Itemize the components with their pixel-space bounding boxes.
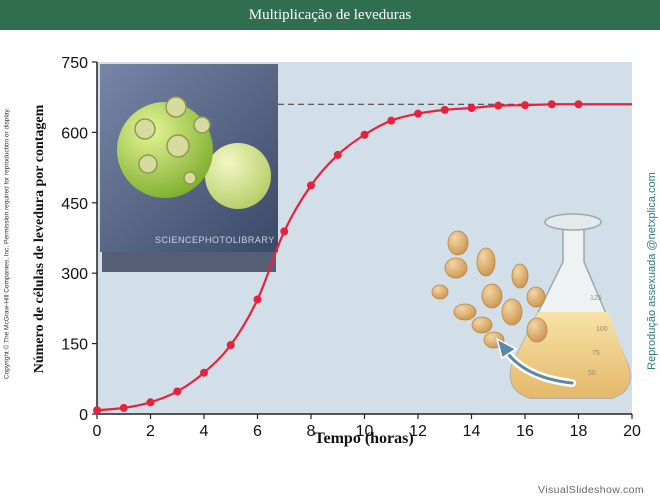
- data-point: [280, 227, 289, 236]
- watermark: VisualSlideshow.com: [538, 484, 645, 496]
- flask-mark-4: 50: [588, 370, 596, 377]
- data-point: [173, 387, 182, 396]
- data-point: [440, 105, 449, 114]
- y-axis-label: Número de células de levedura por contag…: [32, 104, 47, 373]
- flask-mark-3: 75: [592, 350, 600, 357]
- flask-illustration: 125 100 75 50: [431, 213, 631, 399]
- y-tick-label: 750: [61, 55, 88, 72]
- y-tick-label: 300: [61, 266, 88, 283]
- y-tick-label: 0: [79, 407, 88, 424]
- x-tick-label: 16: [516, 423, 534, 440]
- photo-credit: SCIENCEPHOTOLIBRARY: [155, 235, 275, 245]
- data-point: [226, 341, 235, 350]
- data-point: [414, 109, 422, 118]
- y-tick-label: 450: [61, 196, 88, 213]
- x-tick-label: 2: [146, 423, 155, 440]
- header-bar: Multiplicação de leveduras: [0, 0, 660, 30]
- data-point: [200, 368, 208, 377]
- data-point: [467, 103, 476, 112]
- data-point: [333, 150, 342, 159]
- data-point: [307, 181, 315, 190]
- x-tick-label: 6: [253, 423, 262, 440]
- x-tick-label: 0: [93, 423, 102, 440]
- data-point: [119, 403, 128, 412]
- data-point: [521, 101, 529, 110]
- x-tick-label: 10: [356, 423, 374, 440]
- data-point: [547, 100, 556, 109]
- x-tick-label: 18: [570, 423, 588, 440]
- data-point: [146, 398, 155, 407]
- data-point: [360, 130, 369, 139]
- y-tick-label: 150: [61, 337, 88, 354]
- x-axis-label: Tempo (horas): [314, 430, 413, 447]
- x-tick-label: 8: [307, 423, 316, 440]
- yeast-micrograph: SCIENCEPHOTOLIBRARY: [100, 64, 278, 272]
- x-tick-label: 12: [409, 423, 427, 440]
- x-tick-label: 4: [200, 423, 209, 440]
- data-point: [253, 295, 262, 304]
- flask-mark-1: 125: [590, 295, 602, 302]
- data-point: [494, 101, 503, 110]
- data-point: [387, 116, 396, 125]
- data-point: [93, 406, 101, 415]
- flask-mark-2: 100: [596, 326, 608, 333]
- page-title: Multiplicação de leveduras: [248, 6, 412, 23]
- data-point: [574, 100, 583, 109]
- x-tick-label: 14: [463, 423, 481, 440]
- y-tick-label: 600: [61, 125, 88, 142]
- x-tick-label: 20: [623, 423, 641, 440]
